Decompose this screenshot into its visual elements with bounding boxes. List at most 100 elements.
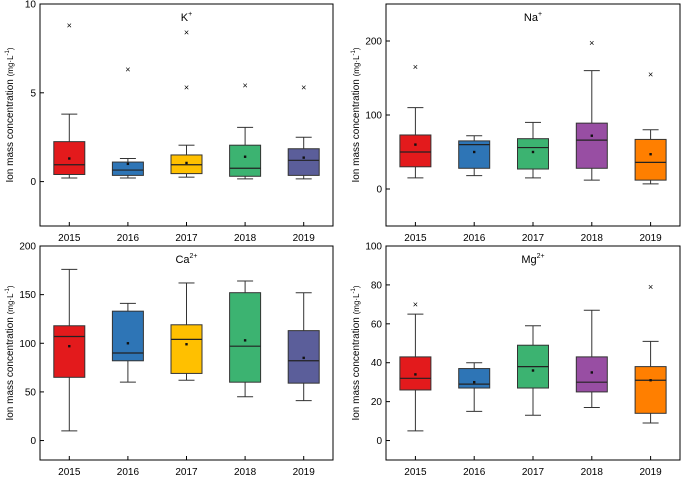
- panel-title: Mg2+: [521, 253, 544, 266]
- mean-point: [414, 143, 417, 146]
- box-iqr: [575, 122, 608, 169]
- y-axis-label-unit: (mg·L: [352, 55, 361, 76]
- box-iqr: [287, 148, 320, 176]
- plot-frame: [385, 3, 681, 227]
- x-tick-label: 2017: [175, 467, 198, 478]
- mean-point: [243, 155, 247, 158]
- y-tick-label: 10: [25, 0, 37, 11]
- x-tick-label: 2017: [522, 233, 545, 244]
- outlier-point: ×: [413, 299, 418, 309]
- box-iqr: [229, 144, 262, 177]
- box-iqr: [53, 325, 86, 378]
- y-tick-label: 100: [19, 339, 36, 350]
- box-2017: [517, 325, 549, 416]
- mean-point: [473, 150, 476, 154]
- box-2017: ××: [170, 27, 203, 178]
- panel-title-charge: 2+: [537, 253, 545, 260]
- outlier-point: ×: [301, 82, 306, 92]
- box-2018: ×: [229, 81, 262, 180]
- y-axis-label-unit: (mg·L: [352, 293, 361, 314]
- outlier-point: ×: [413, 62, 418, 72]
- panel-title-ion: K: [181, 12, 189, 24]
- y-axis-label-unit-exp: -1: [5, 287, 11, 293]
- box-2015: [53, 268, 86, 432]
- y-tick-label: 0: [376, 185, 382, 196]
- box-2019: ×: [634, 69, 667, 185]
- outlier-point: ×: [184, 82, 189, 92]
- box-2015: ×: [399, 299, 432, 432]
- outlier-point: ×: [648, 282, 653, 292]
- outlier-point: ×: [589, 38, 594, 48]
- mean-point: [649, 153, 652, 156]
- y-tick-label: 0: [376, 436, 382, 447]
- y-axis-label-unit-exp: -1: [351, 287, 357, 293]
- x-tick-label: 2015: [404, 467, 427, 478]
- outlier-point: ×: [67, 20, 72, 30]
- box-iqr: [634, 138, 667, 181]
- y-axis-label-main: Ion mass concentration: [5, 76, 16, 182]
- box-2017: [170, 282, 203, 381]
- y-axis-label-main: Ion mass concentration: [351, 314, 362, 420]
- y-tick-label: 0: [30, 177, 36, 188]
- box-iqr: [111, 161, 144, 176]
- box-2015: ×: [53, 20, 86, 179]
- panel-title-charge: 2+: [190, 253, 198, 260]
- box-iqr: [517, 138, 549, 170]
- y-axis-label-main: Ion mass concentration: [5, 314, 16, 420]
- box-2016: [458, 135, 491, 177]
- box-iqr: [458, 140, 491, 169]
- y-axis-label-unit: (mg·L: [6, 55, 15, 76]
- panel-ca: 0 50 100 150 200 2015 2016 2017 2018 2019 Ca2+ Ion …: [5, 242, 334, 478]
- mean-point: [185, 343, 188, 346]
- x-tick-label: 2018: [234, 467, 257, 478]
- box-iqr: [170, 324, 203, 374]
- mean-point: [243, 339, 247, 342]
- y-tick-label: 100: [365, 111, 382, 122]
- box-2018: [575, 309, 608, 408]
- y-tick-label: 20: [371, 397, 383, 408]
- y-axis-label: Ion mass concentration (mg·L-1): [351, 285, 362, 420]
- box-2016: [458, 362, 491, 412]
- y-axis-label: Ion mass concentration (mg·L-1): [351, 47, 362, 182]
- panel-title-charge: +: [538, 11, 542, 18]
- box-2016: ×: [111, 65, 144, 179]
- x-tick-label: 2019: [639, 233, 662, 244]
- panel-title-ion: Mg: [521, 254, 536, 266]
- box-iqr: [575, 356, 608, 393]
- y-tick-label: 100: [365, 242, 382, 253]
- box-iqr: [399, 134, 432, 168]
- mean-point: [68, 157, 71, 160]
- y-tick-label: 200: [365, 37, 382, 48]
- mean-point: [126, 162, 130, 166]
- x-tick-label: 2019: [293, 467, 316, 478]
- y-tick-label: 5: [30, 88, 36, 99]
- panel-title-ion: Na: [524, 12, 539, 24]
- x-tick-label: 2018: [234, 233, 257, 244]
- y-tick-label: 80: [371, 280, 383, 291]
- mean-point: [68, 344, 71, 348]
- box-iqr: [458, 368, 491, 389]
- x-tick-label: 2019: [293, 233, 316, 244]
- mean-point: [590, 134, 593, 137]
- outlier-point: ×: [184, 27, 189, 37]
- x-tick-label: 2018: [581, 467, 604, 478]
- panel-title-charge: +: [188, 11, 192, 18]
- mean-point: [473, 380, 476, 384]
- y-tick-label: 60: [371, 319, 383, 330]
- x-tick-label: 2019: [639, 467, 662, 478]
- panel-title: Na+: [524, 11, 542, 24]
- x-tick-label: 2016: [463, 467, 486, 478]
- x-tick-label: 2017: [175, 233, 198, 244]
- panel-title: Ca2+: [175, 253, 197, 266]
- box-2017: [517, 121, 549, 179]
- box-iqr: [634, 366, 667, 414]
- panel-na: 0 100 200 2015 2016 2017 2018 2019 Na+ Ion mass c…: [351, 3, 681, 244]
- mean-point: [185, 161, 188, 165]
- outlier-point: ×: [242, 81, 247, 91]
- y-axis-label: Ion mass concentration (mg·L-1): [5, 285, 16, 420]
- y-axis-label-unit-close: ): [352, 47, 361, 50]
- x-tick-label: 2015: [58, 233, 81, 244]
- y-tick-label: 0: [30, 436, 36, 447]
- panel-mg: 0 20 40 60 80 100 2015 2016 2017 2018 2019 Mg2+ Ion …: [351, 242, 681, 478]
